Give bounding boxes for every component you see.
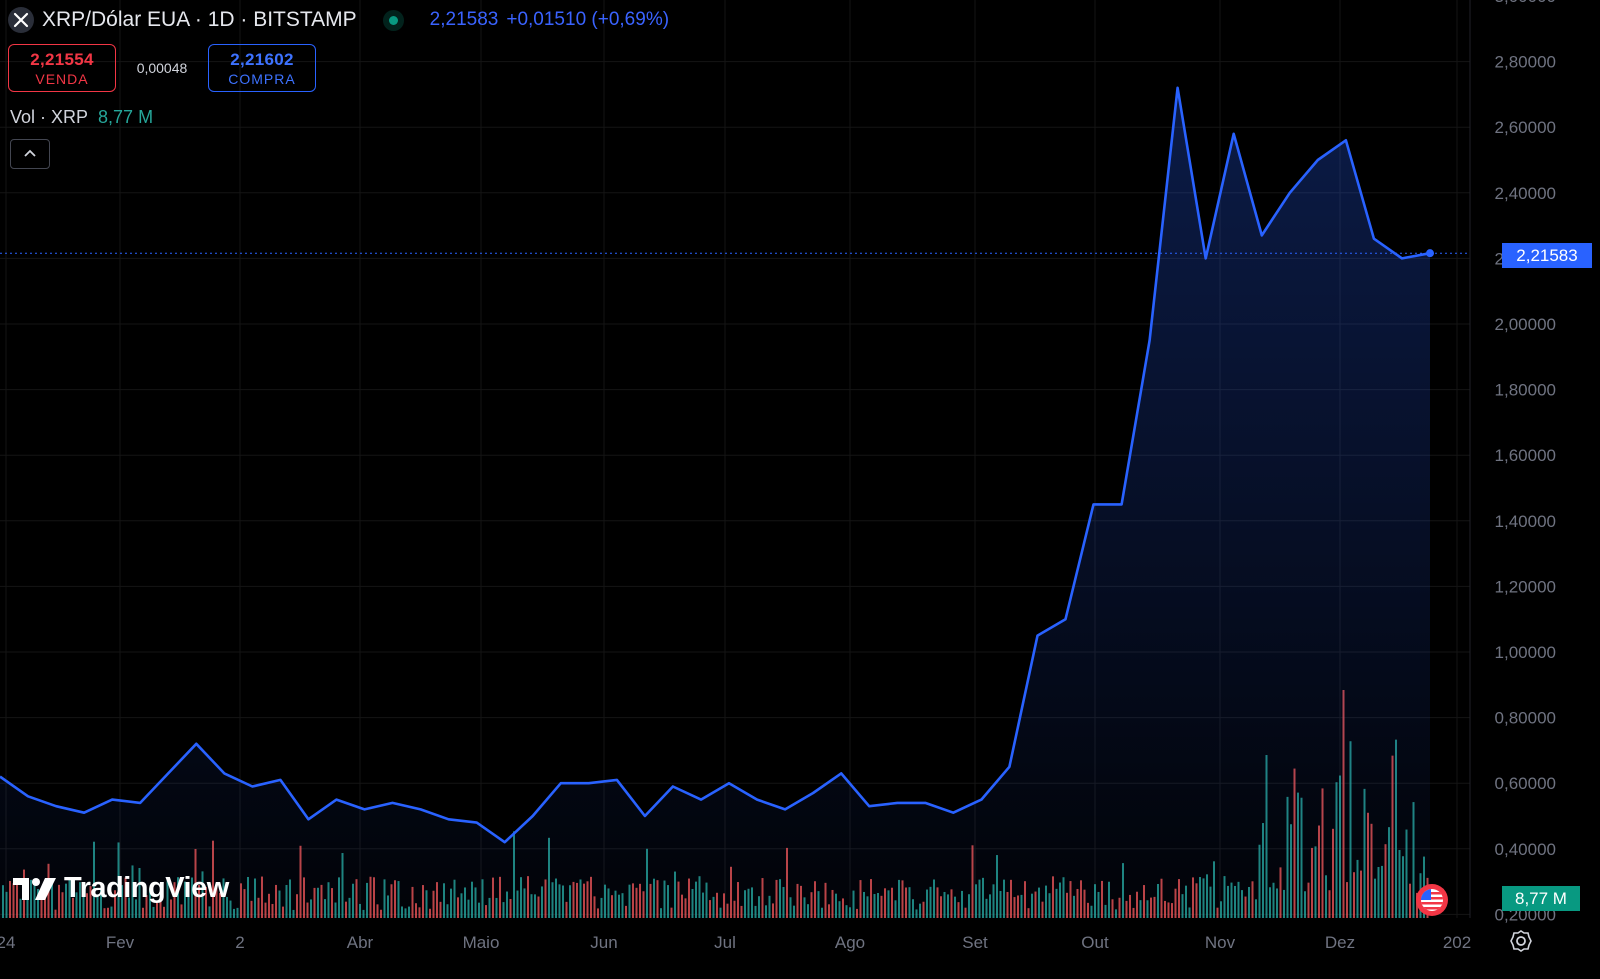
y-tick-label: 2,80000 [1495, 53, 1556, 72]
sell-button[interactable]: 2,21554 VENDA [8, 44, 116, 92]
y-tick-label: 2,60000 [1495, 118, 1556, 137]
settings-gear-icon[interactable] [1508, 928, 1534, 954]
us-flag-icon[interactable] [1416, 884, 1448, 916]
symbol-title[interactable]: XRP/Dólar EUA · 1D · BITSTAMP [42, 8, 357, 31]
y-tick-label: 1,60000 [1495, 446, 1556, 465]
y-tick-label: 0,40000 [1495, 840, 1556, 859]
symbol-header: XRP/Dólar EUA · 1D · BITSTAMP 2,21583 +0… [8, 6, 669, 34]
y-tick-label: 1,20000 [1495, 577, 1556, 596]
chevron-up-icon [24, 149, 36, 157]
y-tick-label: 3,00000 [1495, 0, 1556, 6]
xrp-logo-icon [8, 7, 34, 33]
price-change: +0,01510 (+0,69%) [506, 9, 670, 30]
x-tick-label: 24 [0, 933, 15, 952]
y-tick-label: 2,40000 [1495, 184, 1556, 203]
volume-legend-label: Vol · XRP [10, 107, 89, 127]
sell-price: 2,21554 [30, 50, 94, 69]
price-area-fill [0, 87, 1430, 919]
x-tick-label: Out [1081, 933, 1109, 952]
tradingview-brand: TradingView [64, 872, 229, 904]
sell-label: VENDA [35, 71, 89, 87]
tradingview-logo-icon [13, 877, 56, 900]
x-tick-label: 202 [1443, 933, 1471, 952]
buy-label: COMPRA [228, 71, 296, 87]
x-tick-label: 2 [235, 933, 244, 952]
current-price-axis-label: 2,21583 [1502, 243, 1592, 268]
y-tick-label: 0,60000 [1495, 774, 1556, 793]
spread-value: 0,00048 [136, 60, 188, 76]
price-series-line [0, 86, 1431, 844]
x-tick-label: Jul [714, 933, 736, 952]
x-tick-label: Nov [1205, 933, 1236, 952]
tradingview-logo[interactable]: TradingView [12, 872, 229, 905]
x-tick-label: Abr [347, 933, 374, 952]
y-tick-label: 2,00000 [1495, 315, 1556, 334]
y-tick-label: 0,80000 [1495, 709, 1556, 728]
market-open-indicator-icon [388, 15, 398, 25]
volume-axis-label: 8,77 M [1502, 886, 1580, 911]
y-tick-label: 1,40000 [1495, 512, 1556, 531]
y-tick-label: 1,00000 [1495, 643, 1556, 662]
x-tick-label: Jun [590, 933, 617, 952]
x-tick-label: Set [962, 933, 988, 952]
trade-panel: 2,21554 VENDA 0,00048 2,21602 COMPRA [8, 44, 316, 92]
y-tick-label: 1,80000 [1495, 381, 1556, 400]
volume-legend-value: 8,77 M [98, 107, 154, 127]
collapse-legend-button[interactable] [10, 139, 50, 169]
x-tick-label: Ago [835, 933, 865, 952]
x-tick-label: Fev [106, 933, 135, 952]
x-tick-label: Maio [463, 933, 500, 952]
volume-legend[interactable]: Vol · XRP 8,77 M [10, 107, 153, 128]
x-tick-label: Dez [1325, 933, 1355, 952]
last-price: 2,21583 [429, 9, 499, 30]
buy-button[interactable]: 2,21602 COMPRA [208, 44, 316, 92]
last-price-point [1426, 249, 1434, 258]
buy-price: 2,21602 [230, 50, 294, 69]
